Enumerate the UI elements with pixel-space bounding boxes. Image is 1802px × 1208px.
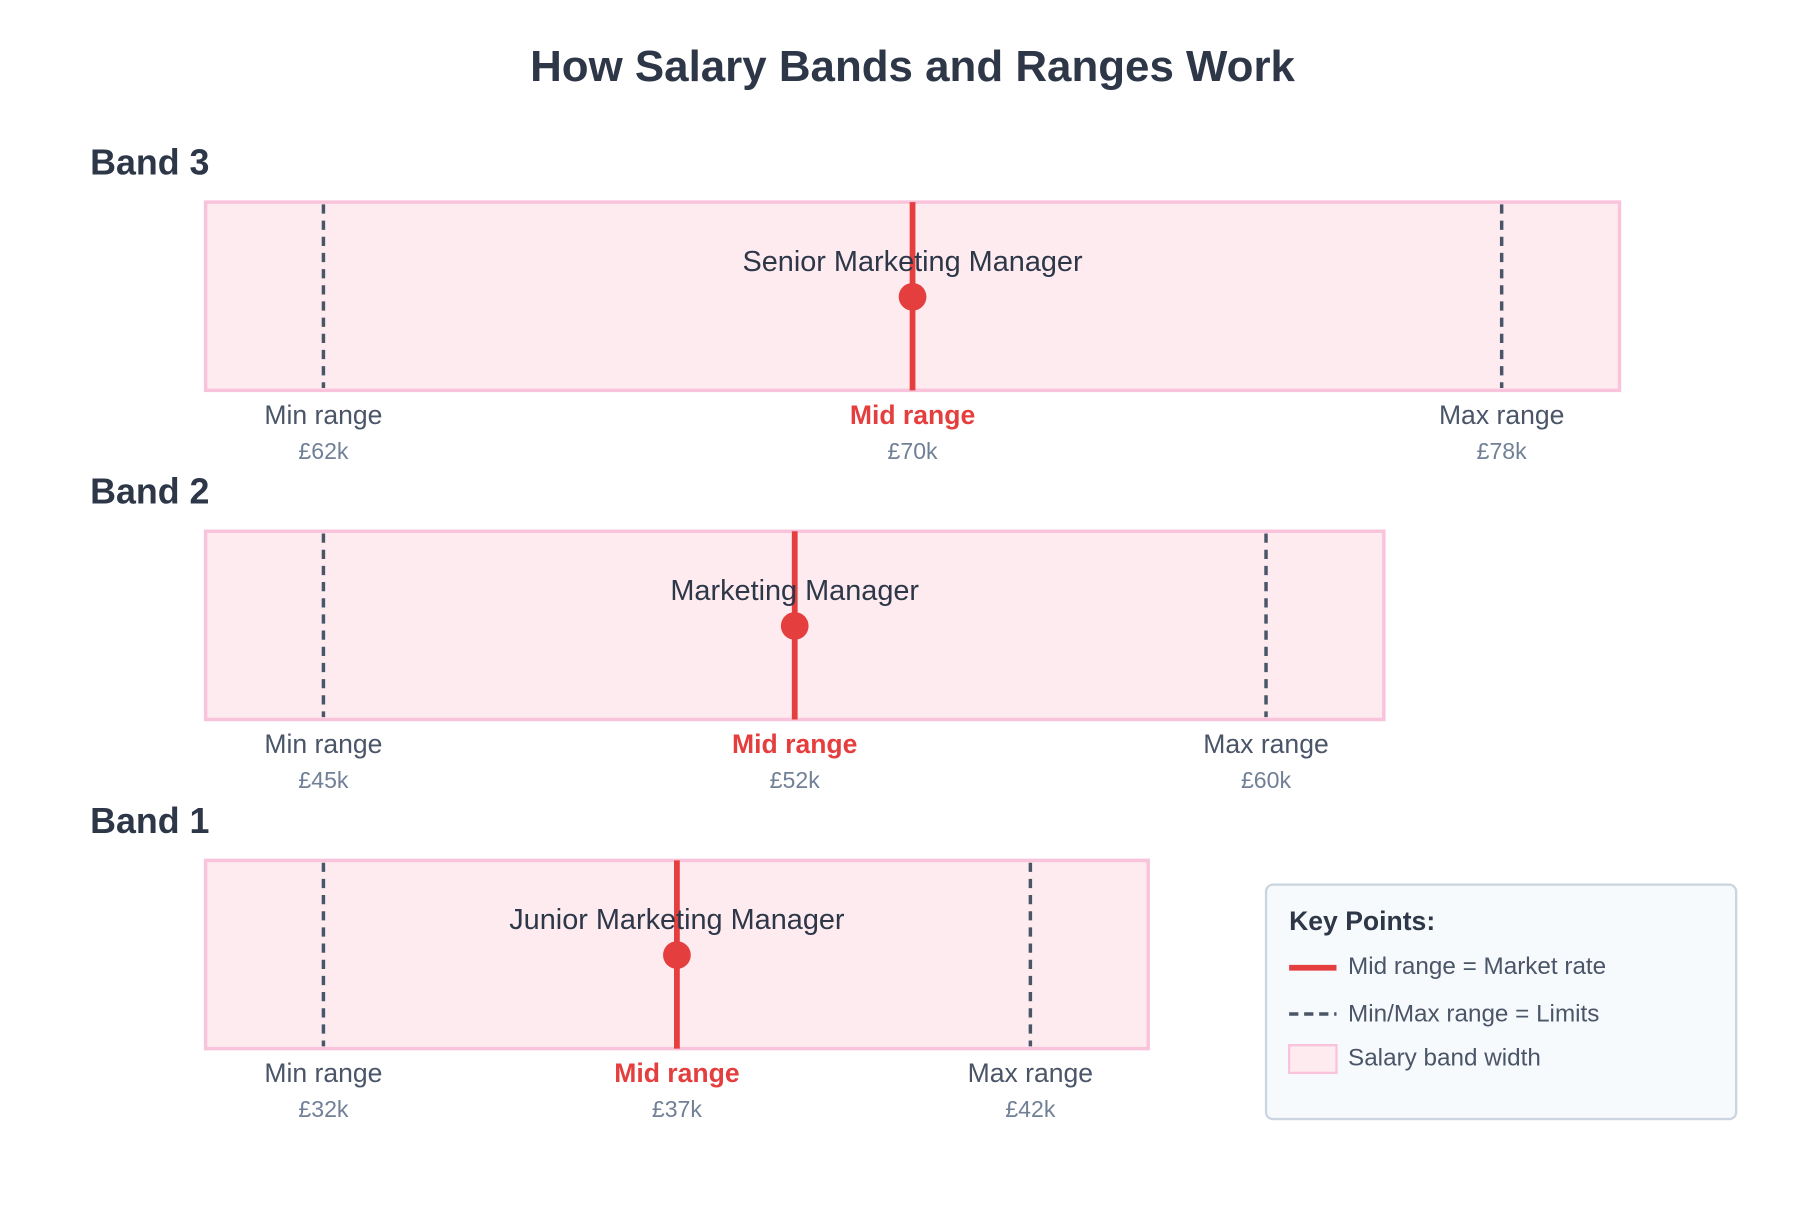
max-value: £42k bbox=[1005, 1096, 1056, 1122]
legend-item: Mid range = Market rate bbox=[1348, 953, 1606, 980]
min-label: Min range bbox=[264, 400, 382, 430]
mid-label: Mid range bbox=[850, 400, 975, 430]
band-name: Band 2 bbox=[90, 472, 209, 512]
bands: Band 3 Min range £62k Mid range £70k Max rang… bbox=[90, 143, 1622, 1122]
max-value: £78k bbox=[1477, 438, 1528, 464]
max-label: Max range bbox=[1203, 729, 1328, 759]
mid-label: Mid range bbox=[732, 729, 857, 759]
min-label: Min range bbox=[264, 729, 382, 759]
mid-label: Mid range bbox=[614, 1058, 739, 1088]
min-value: £45k bbox=[298, 767, 349, 793]
title: How Salary Bands and Ranges Work bbox=[530, 42, 1295, 91]
legend: Key Points: Mid range = Market rate Min/… bbox=[1264, 883, 1738, 1121]
role-name: Senior Marketing Manager bbox=[742, 246, 1082, 278]
band-name: Band 3 bbox=[90, 143, 209, 183]
legend-band-symbol bbox=[1287, 1044, 1338, 1075]
mid-value: £70k bbox=[888, 438, 939, 464]
min-value: £32k bbox=[298, 1096, 349, 1122]
max-value: £60k bbox=[1241, 767, 1292, 793]
band-name: Band 1 bbox=[90, 801, 209, 841]
min-value: £62k bbox=[298, 438, 349, 464]
legend-item: Salary band width bbox=[1348, 1044, 1541, 1071]
legend-item: Min/Max range = Limits bbox=[1348, 1001, 1599, 1028]
min-label: Min range bbox=[264, 1058, 382, 1088]
mid-dot bbox=[780, 612, 809, 640]
mid-value: £52k bbox=[770, 767, 821, 793]
mid-dot bbox=[663, 941, 691, 969]
role-name: Marketing Manager bbox=[670, 575, 919, 607]
mid-dot bbox=[898, 282, 927, 311]
max-label: Max range bbox=[968, 1058, 1093, 1088]
max-label: Max range bbox=[1439, 400, 1564, 430]
legend-box bbox=[1264, 883, 1738, 1121]
mid-value: £37k bbox=[652, 1096, 703, 1122]
role-name: Junior Marketing Manager bbox=[509, 904, 845, 936]
legend-title: Key Points: bbox=[1289, 906, 1435, 936]
